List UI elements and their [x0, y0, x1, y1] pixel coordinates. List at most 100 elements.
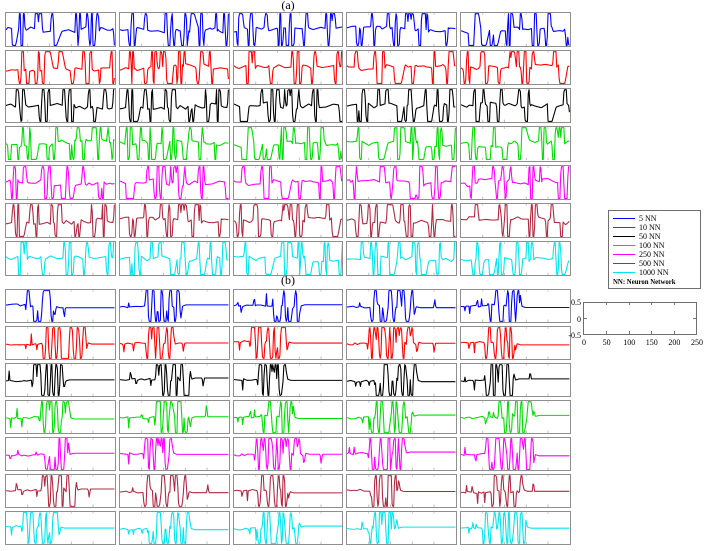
signal-trace	[461, 290, 570, 322]
subplot-b-r1c1	[5, 289, 116, 323]
subplot-b-r5c1	[5, 437, 116, 471]
subplot-b-r4c1	[5, 400, 116, 434]
subplot-b-r7c1	[5, 511, 116, 545]
subplot-b-r6c2	[118, 474, 230, 508]
ref-x-tick-label: 200	[668, 338, 681, 347]
subplot-canvas	[461, 13, 570, 47]
subplot-b-r1c3	[232, 289, 344, 323]
signal-trace	[461, 327, 570, 359]
legend-entry-label: 250 NN	[639, 250, 665, 259]
signal-trace	[119, 89, 229, 123]
legend-entry-5-nn: 5 NN	[613, 214, 696, 223]
subplot-a-r2c1	[5, 50, 116, 86]
subplot-canvas	[233, 165, 343, 199]
signal-trace	[6, 13, 115, 46]
ref-x-tick	[606, 331, 608, 334]
subplot-a-r1c2	[118, 12, 230, 48]
subplot-canvas	[6, 475, 115, 507]
signal-trace	[6, 475, 115, 507]
subplot-a-r5c4	[346, 164, 458, 200]
subplot-canvas	[6, 165, 115, 199]
signal-trace	[233, 89, 342, 123]
signal-trace	[6, 51, 115, 85]
subplot-a-r1c1	[5, 12, 116, 48]
subplot-a-r1c5	[460, 12, 571, 48]
subplot-canvas	[6, 13, 115, 47]
subplot-b-r2c2	[118, 326, 230, 360]
ref-x-tick-top	[673, 303, 675, 305]
signal-trace	[233, 327, 342, 359]
subplot-a-r2c3	[232, 50, 344, 86]
subplot-canvas	[461, 475, 570, 507]
legend-line-sample	[613, 272, 635, 273]
signal-trace	[347, 290, 456, 322]
subplot-canvas	[347, 364, 456, 396]
subplot-b-r7c3	[232, 511, 344, 545]
subplot-a-r7c4	[346, 240, 458, 276]
signal-trace	[347, 203, 456, 237]
subplot-b-r4c3	[232, 400, 344, 434]
subplot-b-r5c3	[232, 437, 344, 471]
subplot-a-r2c5	[460, 50, 571, 86]
subplot-canvas	[6, 401, 115, 433]
subplot-canvas	[119, 165, 229, 199]
subplot-a-r2c4	[346, 50, 458, 86]
signal-trace	[6, 241, 115, 275]
subplot-canvas	[6, 438, 115, 470]
subplot-b-r6c1	[5, 474, 116, 508]
legend-entry-10-nn: 10 NN	[613, 223, 696, 232]
signal-trace	[6, 203, 115, 237]
signal-trace	[461, 203, 570, 237]
signal-trace	[6, 512, 115, 544]
signal-trace	[6, 327, 115, 359]
subplot-canvas	[233, 127, 343, 161]
legend-footer: NN: Neuron Network	[613, 278, 676, 286]
subplot-canvas	[347, 127, 457, 161]
subplot-b-r6c5	[460, 474, 571, 508]
signal-trace	[347, 51, 456, 85]
legend: 5 NN 10 NN 50 NN 100 NN 250 NN 500 NN 1000 NN …	[608, 210, 701, 289]
subplot-b-r1c5	[460, 289, 571, 323]
legend-entry-label: 100 NN	[639, 241, 665, 250]
signal-trace	[347, 89, 456, 123]
signal-trace	[6, 290, 115, 322]
subplot-canvas	[347, 51, 456, 85]
subplot-canvas	[119, 327, 229, 359]
signal-trace	[233, 165, 343, 199]
signal-trace	[233, 475, 342, 507]
signal-trace	[119, 475, 229, 507]
ref-y-tick	[584, 318, 587, 319]
subplot-canvas	[6, 89, 115, 123]
subplot-a-r6c3	[232, 202, 344, 238]
legend-line-sample	[613, 236, 635, 237]
signal-trace	[119, 512, 229, 544]
signal-trace	[6, 438, 115, 470]
subplot-b-r4c4	[346, 400, 458, 434]
legend-line-sample	[613, 218, 635, 219]
subplot-canvas	[119, 364, 229, 396]
subplot-canvas	[119, 401, 229, 433]
signal-trace	[233, 203, 343, 237]
legend-entry-label: 10 NN	[639, 223, 661, 232]
subplot-b-r5c5	[460, 437, 571, 471]
subplot-canvas	[6, 290, 115, 322]
subplot-a-r2c2	[118, 50, 230, 86]
signal-trace	[6, 89, 115, 123]
subplot-b-r3c3	[232, 363, 344, 397]
subplot-b-r5c4	[346, 437, 458, 471]
legend-line-sample	[613, 227, 635, 228]
subplot-canvas	[233, 13, 343, 47]
subplot-canvas	[119, 127, 229, 161]
signal-trace	[461, 401, 570, 433]
subplot-canvas	[233, 475, 342, 507]
legend-entry-500-nn: 500 NN	[613, 259, 696, 268]
subplot-a-r7c3	[232, 240, 344, 276]
subplot-canvas	[461, 401, 570, 433]
ref-x-tick-top	[628, 303, 630, 305]
subplot-canvas	[119, 475, 229, 507]
subplot-b-r7c2	[118, 511, 230, 545]
subplot-a-r6c5	[460, 202, 571, 238]
subplot-b-r2c1	[5, 326, 116, 360]
subplot-canvas	[347, 89, 456, 123]
legend-entry-1000-nn: 1000 NN	[613, 268, 696, 277]
